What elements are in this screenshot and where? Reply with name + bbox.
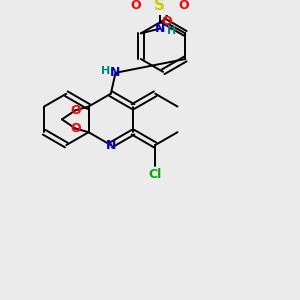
Text: O: O — [131, 0, 141, 12]
Text: O: O — [70, 122, 81, 135]
Text: O: O — [70, 104, 81, 117]
Text: O: O — [178, 0, 189, 12]
Text: Cl: Cl — [148, 168, 162, 181]
Text: O: O — [161, 15, 172, 28]
Text: H: H — [101, 66, 111, 76]
Text: H: H — [167, 26, 176, 37]
Text: N: N — [110, 66, 121, 79]
Text: N: N — [106, 139, 116, 152]
Text: S: S — [154, 0, 165, 13]
Text: N: N — [155, 22, 165, 35]
